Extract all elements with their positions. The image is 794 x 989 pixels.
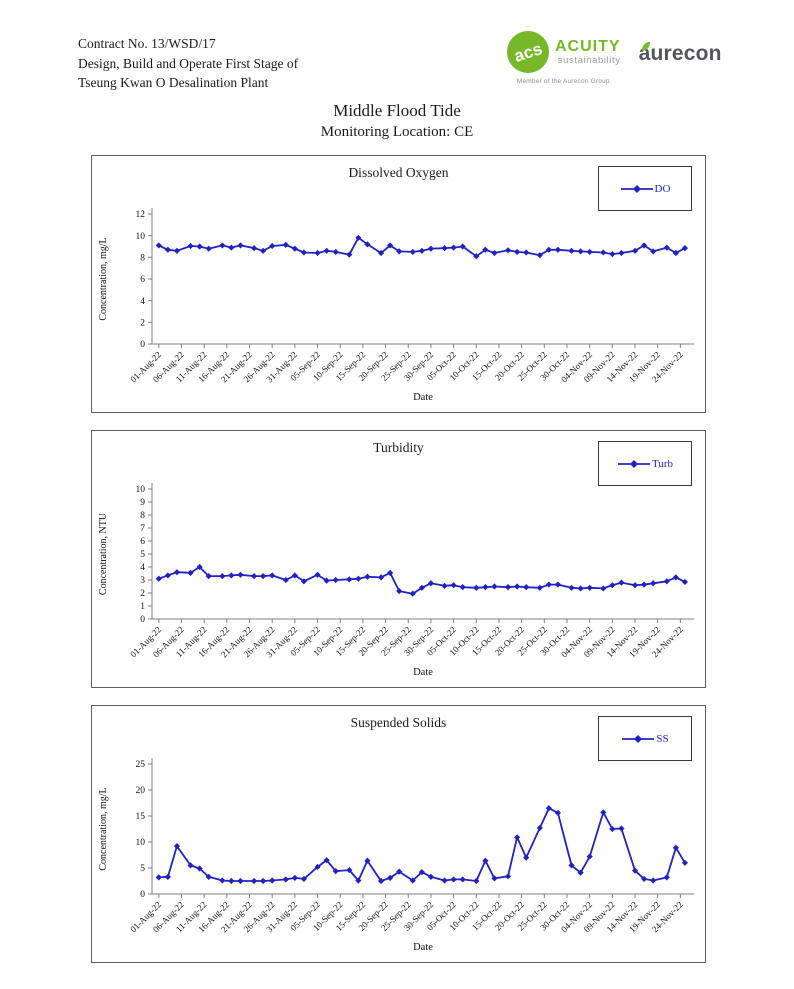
- legend-box: DO: [598, 166, 692, 211]
- svg-text:5: 5: [140, 550, 145, 560]
- svg-text:2: 2: [140, 319, 145, 329]
- chart-title: Dissolved Oxygen: [348, 165, 449, 180]
- svg-text:12: 12: [136, 210, 146, 220]
- legend-line-icon: [620, 184, 653, 193]
- legend-box: Turb: [598, 441, 692, 486]
- plot-axes: 051015202501-Aug-2206-Aug-2211-Aug-2216-…: [98, 758, 694, 953]
- data-series: [155, 563, 689, 597]
- svg-text:8: 8: [140, 511, 145, 521]
- svg-text:4: 4: [140, 563, 145, 573]
- svg-text:7: 7: [140, 524, 145, 534]
- svg-text:5: 5: [140, 864, 145, 874]
- acuity-name: ACUITY: [555, 38, 621, 55]
- data-series: [155, 805, 689, 885]
- legend-line-icon: [622, 734, 655, 743]
- svg-text:Date: Date: [413, 392, 433, 403]
- acuity-logo: acs ACUITY sustainability Member of the …: [506, 30, 621, 85]
- acuity-sustainability: sustainability: [557, 55, 621, 66]
- contract-header: Contract No. 13/WSD/17 Design, Build and…: [78, 34, 298, 93]
- chart-panel-suspended-solids: 0 5 10 15 20 25 01-Aug-22 06-Aug-22 11-Aug-22 16-…: [91, 705, 706, 963]
- svg-text:Date: Date: [413, 942, 433, 953]
- data-series: [155, 234, 689, 260]
- svg-text:Concentration, mg/L: Concentration, mg/L: [98, 787, 109, 870]
- chart-panel-turbidity: 0 1 2 3 4 5 6 7 8 9 10 01-Aug-22 06-Aug-22 11-Aug-22 1…: [91, 430, 706, 688]
- acuity-tagline: Member of the Aurecon Group: [516, 78, 610, 85]
- svg-text:10: 10: [136, 838, 146, 848]
- aurecon-logo: aurecon: [638, 41, 722, 66]
- page-title: Middle Flood Tide: [333, 101, 461, 120]
- svg-text:6: 6: [140, 275, 145, 285]
- plot-axes: 01234567891001-Aug-2206-Aug-2211-Aug-221…: [98, 483, 694, 678]
- svg-text:0: 0: [140, 340, 145, 350]
- dissolved-oxygen-plot: 02468101201-Aug-2206-Aug-2211-Aug-2216-A…: [98, 208, 694, 403]
- legend-label: SS: [656, 732, 669, 745]
- svg-text:0: 0: [140, 615, 145, 625]
- svg-text:Concentration, NTU: Concentration, NTU: [98, 512, 109, 595]
- svg-text:6: 6: [140, 537, 145, 547]
- aurecon-name: aurecon: [638, 42, 722, 65]
- svg-text:8: 8: [140, 254, 145, 264]
- svg-text:4: 4: [140, 297, 145, 307]
- svg-text:10: 10: [136, 485, 146, 495]
- svg-text:20: 20: [136, 786, 146, 796]
- svg-text:Concentration, mg/L: Concentration, mg/L: [98, 237, 109, 320]
- plot-axes: 02468101201-Aug-2206-Aug-2211-Aug-2216-A…: [98, 208, 694, 403]
- svg-text:2: 2: [140, 589, 145, 599]
- svg-text:0: 0: [140, 890, 145, 900]
- svg-text:Date: Date: [413, 667, 433, 678]
- legend-box: SS: [598, 716, 692, 761]
- chart-title: Turbidity: [373, 440, 424, 455]
- contract-description: Design, Build and Operate First Stage of: [78, 55, 299, 71]
- acuity-logo-row: acs ACUITY sustainability: [506, 30, 621, 74]
- acuity-monogram-icon: acs: [507, 31, 549, 73]
- contract-plant-name: Tseung Kwan O Desalination Plant: [78, 75, 269, 91]
- leaf-icon: [641, 34, 651, 58]
- chart-panel-dissolved-oxygen: 0 2 4 6 8 10 12 01-Aug-22 06-Aug-22 11-Aug-22 16-A…: [91, 155, 706, 413]
- svg-text:10: 10: [136, 232, 146, 242]
- page-subtitle: Monitoring Location: CE: [320, 124, 474, 140]
- chart-title: Suspended Solids: [350, 715, 447, 730]
- legend-label: Turb: [652, 457, 673, 470]
- svg-text:1: 1: [140, 602, 145, 612]
- contract-number: Contract No. 13/WSD/17: [78, 36, 216, 51]
- legend-label: DO: [654, 182, 671, 195]
- logo-group: acs ACUITY sustainability Member of the …: [506, 30, 722, 85]
- svg-text:9: 9: [140, 498, 145, 508]
- turbidity-plot: 01234567891001-Aug-2206-Aug-2211-Aug-221…: [98, 483, 694, 678]
- suspended-solids-plot: 051015202501-Aug-2206-Aug-2211-Aug-2216-…: [98, 758, 694, 953]
- acuity-wordmark: ACUITY sustainability: [555, 38, 621, 66]
- svg-text:15: 15: [136, 812, 146, 822]
- svg-text:3: 3: [140, 576, 145, 586]
- svg-text:25: 25: [136, 760, 146, 770]
- legend-line-icon: [618, 459, 650, 468]
